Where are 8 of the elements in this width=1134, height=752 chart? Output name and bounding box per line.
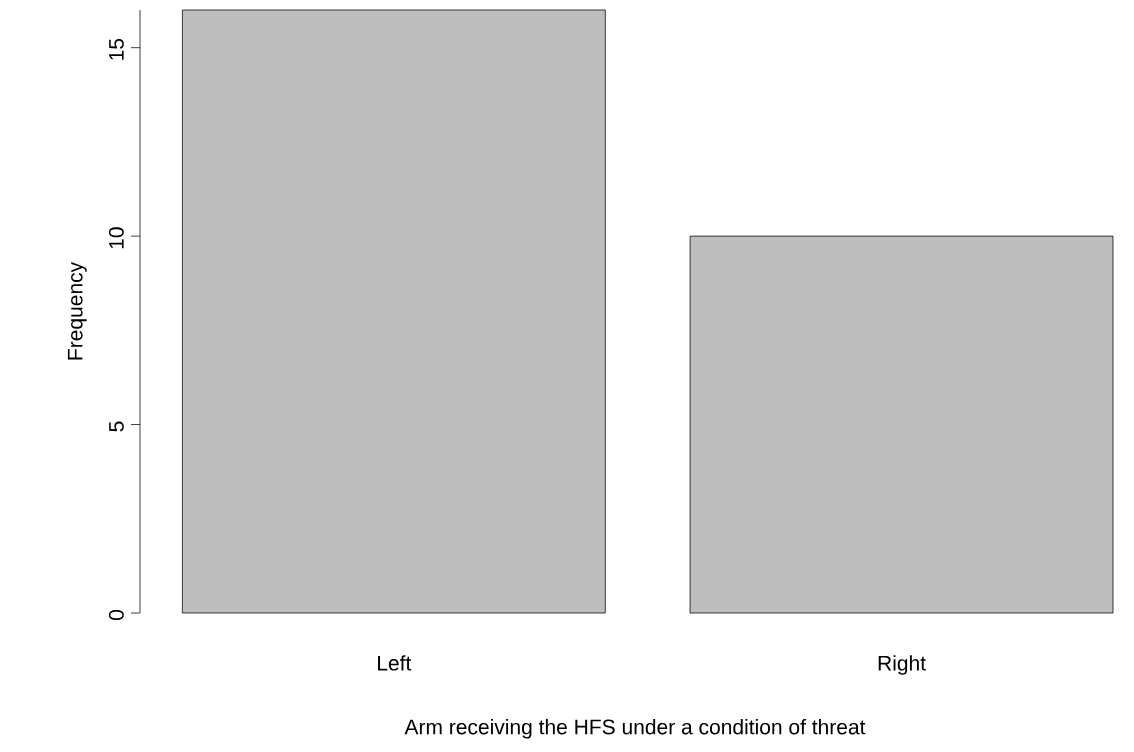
y-tick-label: 10 — [108, 227, 124, 249]
x-tick-label: Right — [878, 655, 926, 675]
y-tick-label: 15 — [109, 38, 124, 60]
x-tick-label: Left — [378, 655, 412, 671]
y-tick-label: 5 — [109, 421, 124, 432]
y-tick-label: 0 — [108, 609, 124, 621]
x-axis-title: Arm receiving the HFS under a condition of threat — [404, 718, 866, 739]
y-axis-title: Frequency — [67, 261, 87, 360]
